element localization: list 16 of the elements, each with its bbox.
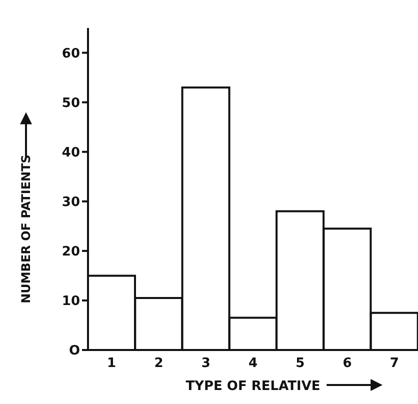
y-tick-label: 10	[62, 294, 80, 310]
x-tick-label: 1	[107, 356, 116, 372]
x-tick-label: 6	[342, 356, 352, 372]
y-axis-title: NUMBER OF PATIENTS	[19, 154, 33, 304]
x-tick-label: 7	[390, 356, 399, 372]
y-tick-label: 20	[62, 244, 80, 260]
y-tick-label: O	[68, 344, 80, 359]
x-axis-title: TYPE OF RELATIVE	[186, 379, 320, 394]
y-tick-label: 50	[62, 96, 80, 111]
y-tick-label: 60	[62, 46, 80, 62]
x-tick-label: 3	[201, 356, 210, 372]
y-tick-label: 30	[62, 195, 80, 210]
x-tick-label: 2	[154, 356, 164, 372]
x-tick-label: 5	[296, 356, 305, 372]
y-tick-label: 40	[62, 145, 80, 160]
x-tick-label: 4	[248, 356, 258, 372]
